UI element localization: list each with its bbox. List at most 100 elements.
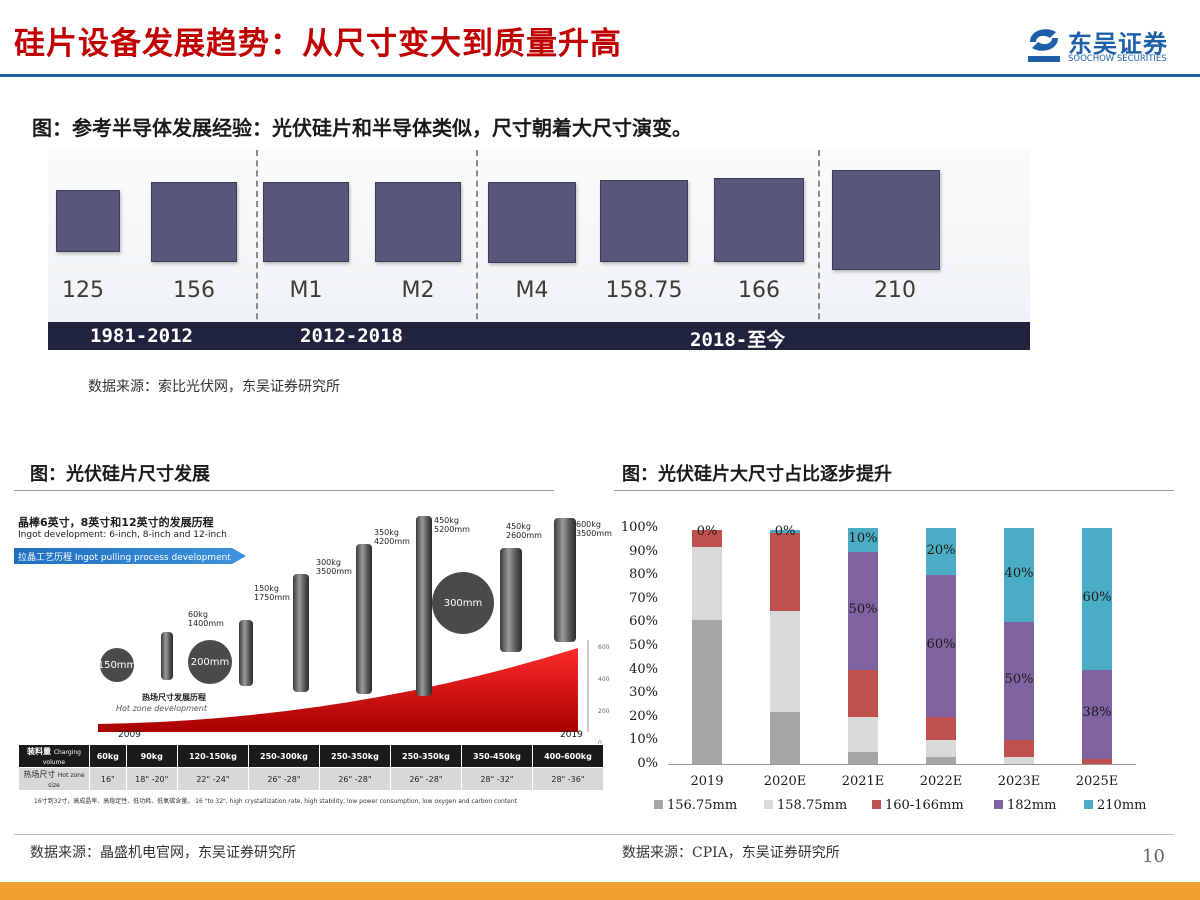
wafer-m2 — [375, 182, 461, 262]
bubble-label: 200mm — [190, 656, 230, 668]
row-label-cn: 热场尺寸 — [23, 770, 56, 779]
legend-swatch — [994, 800, 1003, 809]
row-label-en: Hot zone size — [48, 772, 85, 789]
ingot-kg: 300kg — [316, 558, 341, 567]
ingot-mm: 1400mm — [188, 619, 224, 628]
table-cell: 250-350kg — [389, 744, 462, 768]
bar-segment — [1082, 669, 1112, 760]
legend-swatch — [764, 800, 773, 809]
ingot-heading-en: Ingot development: 6-inch, 8-inch and 12… — [18, 530, 227, 540]
bubble-150mm: 150mm — [97, 648, 137, 682]
row-label: 装料量 Charging volume — [18, 744, 90, 768]
data-label: 0% — [774, 523, 796, 539]
ingot-heading-cn: 晶棒6英寸，8英寸和12英寸的发展历程 — [18, 516, 214, 529]
wafer-label: 158.75 — [605, 278, 683, 303]
footer-bar — [0, 882, 1200, 900]
ingot-6 — [500, 548, 522, 652]
bar-segment — [1004, 528, 1034, 623]
data-label: 50% — [1004, 672, 1034, 688]
page-number: 10 — [1142, 846, 1165, 867]
era-divider — [256, 150, 258, 350]
data-label: 60% — [1082, 589, 1112, 605]
wafer-m4 — [488, 182, 576, 263]
ingot-7 — [554, 518, 576, 642]
table-cell: 60kg — [89, 744, 127, 768]
wafer-size-figure: 125 156 M1 M2 M4 158.75 166 210 — [48, 150, 1030, 350]
table-cell: 26" -28" — [318, 767, 391, 791]
y-tick-label: 0% — [637, 756, 658, 771]
data-label: 0% — [696, 523, 718, 539]
legend-swatch — [872, 800, 881, 809]
ingot-mm: 2600mm — [506, 531, 542, 540]
x-tick-label: 2023E — [997, 774, 1041, 789]
wafer-m1 — [263, 182, 349, 262]
y-tick-label: 100% — [620, 520, 658, 535]
bar-segment — [848, 752, 878, 764]
bar-segment — [926, 740, 956, 757]
table-cell: 16" — [89, 767, 127, 791]
legend-item: 182mm — [994, 798, 1056, 813]
table-cell: 250-350kg — [318, 744, 391, 768]
x-tick-label: 2025E — [1075, 774, 1119, 789]
ingot-kg: 150kg — [254, 584, 279, 593]
table-cell: 90kg — [125, 744, 178, 768]
wafer-210 — [832, 170, 940, 270]
table-row: 装料量 Charging volume 60kg 90kg 120-150kg … — [18, 744, 605, 768]
bar-segment — [770, 530, 800, 533]
row-label-cn: 装料量 — [27, 747, 52, 756]
y-tick-label: 30% — [629, 685, 658, 701]
ingot-footnote: 16寸到32寸，高成晶率、高稳定性、低功耗、低氧碳含量。 16 "to 32",… — [34, 798, 517, 805]
hotzone-label-en: Hot zone development — [116, 704, 207, 713]
logo: 东吴证券 SOOCHOW SECURITIES — [1026, 24, 1191, 68]
bubble-300mm: 300mm — [432, 572, 494, 634]
ingot-banner: 拉晶工艺历程 Ingot pulling process development — [14, 548, 246, 564]
bar-segment — [1082, 528, 1112, 670]
figure2-rule — [14, 490, 554, 491]
legend-swatch — [654, 800, 663, 809]
legend-label: 160-166mm — [885, 798, 964, 813]
bar-segment — [926, 528, 956, 576]
ingot-kg: 450kg — [506, 522, 531, 531]
y-tick-label: 20% — [629, 708, 658, 724]
y-tick-label: 10% — [629, 732, 658, 748]
year-start: 2009 — [118, 730, 141, 740]
ingot-kg: 60kg — [188, 610, 208, 619]
bubble-label: 150mm — [97, 659, 137, 671]
bubble-label: 300mm — [443, 597, 483, 609]
y-tick-label: 50% — [629, 638, 658, 653]
table-cell: 120-150kg — [176, 744, 249, 768]
table-cell: 28" -36" — [531, 767, 605, 791]
bar-segment — [1004, 622, 1034, 741]
x-tick-label: 2019 — [690, 774, 724, 789]
header-rule — [0, 74, 1200, 77]
x-tick-label: 2022E — [919, 774, 963, 789]
legend-label: 156.75mm — [667, 798, 738, 813]
plot-area: 0% 0% 10% 50% 20% 60% 40% 50% 60% 38% — [668, 524, 1136, 765]
bar-segment — [848, 551, 878, 670]
ingot-5 — [416, 516, 432, 696]
hot-zone-table: 装料量 Charging volume 60kg 90kg 120-150kg … — [18, 744, 605, 791]
wafer-label: 156 — [173, 278, 215, 303]
bubble-200mm: 200mm — [188, 640, 232, 684]
ingot-banner-label: 拉晶工艺历程 Ingot pulling process development — [18, 553, 231, 563]
bar-segment — [692, 546, 722, 621]
data-label: 40% — [1004, 566, 1034, 582]
bar-segment — [692, 620, 722, 764]
wafer-125 — [56, 190, 120, 252]
hotzone-label-cn: 热场尺寸发展历程 — [142, 693, 206, 702]
era-timeline-bar: 1981-2012 2012-2018 2018-至今 — [48, 322, 1030, 351]
data-label: 60% — [926, 637, 956, 652]
ingot-kg: 600kg — [576, 520, 601, 529]
table-cell: 22" -24" — [176, 767, 249, 791]
y-tick-label: 60% — [629, 614, 658, 630]
table-cell: 26" -28" — [247, 767, 320, 791]
wafer-label: 210 — [874, 278, 916, 303]
bar-segment — [1004, 740, 1034, 757]
y-tick-label: 70% — [629, 590, 658, 606]
ingot-kg: 350kg — [374, 528, 399, 537]
table-cell: 18" -20" — [125, 767, 178, 791]
legend-item: 160-166mm — [872, 798, 964, 813]
ingot-mm: 4200mm — [374, 537, 410, 546]
axis-tick: 400 — [598, 676, 610, 683]
figure2-source: 数据来源：晶盛机电官网，东吴证券研究所 — [30, 845, 296, 861]
